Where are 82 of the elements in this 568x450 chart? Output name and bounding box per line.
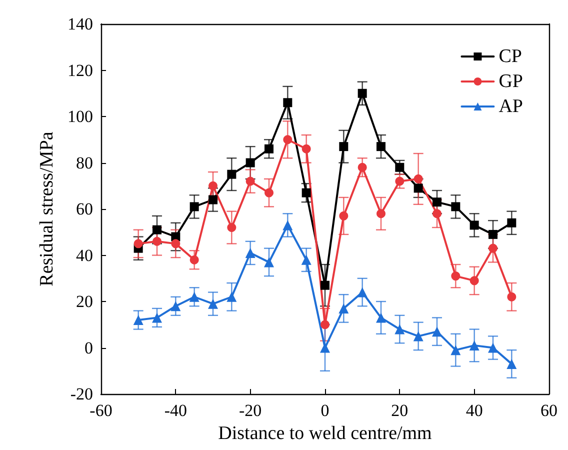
point bbox=[264, 188, 274, 198]
point bbox=[507, 218, 516, 228]
point bbox=[376, 209, 386, 218]
point bbox=[301, 254, 312, 265]
legend-label: CP bbox=[498, 46, 522, 67]
point bbox=[488, 342, 498, 353]
y-tick-label: 120 bbox=[68, 60, 93, 80]
point bbox=[227, 170, 236, 179]
point bbox=[506, 358, 517, 369]
point bbox=[134, 239, 143, 248]
y-tick-label: 40 bbox=[76, 246, 93, 265]
point bbox=[395, 162, 404, 172]
legend-label: AP bbox=[498, 96, 524, 117]
point bbox=[470, 276, 479, 286]
point bbox=[469, 340, 480, 350]
point bbox=[133, 315, 144, 325]
y-tick-label: 140 bbox=[68, 14, 93, 34]
point bbox=[339, 211, 348, 220]
point bbox=[152, 236, 162, 246]
point bbox=[282, 220, 293, 230]
y-tick-label: 60 bbox=[76, 200, 93, 218]
point bbox=[246, 176, 255, 186]
x-tick-label: -60 bbox=[90, 401, 112, 420]
point bbox=[171, 239, 180, 248]
point bbox=[189, 292, 200, 302]
point bbox=[226, 292, 237, 302]
x-tick-label: 40 bbox=[466, 401, 483, 420]
point bbox=[283, 135, 292, 144]
point bbox=[320, 342, 330, 353]
point bbox=[227, 223, 236, 232]
point bbox=[208, 298, 218, 309]
point bbox=[432, 209, 442, 218]
point bbox=[152, 312, 162, 323]
point bbox=[208, 181, 218, 190]
point bbox=[245, 248, 256, 258]
point bbox=[470, 220, 479, 230]
y-tick-label: 0 bbox=[84, 338, 93, 358]
point bbox=[413, 331, 424, 342]
point bbox=[264, 144, 274, 154]
y-tick-label: -20 bbox=[70, 384, 93, 404]
point bbox=[358, 162, 367, 172]
point bbox=[376, 312, 386, 323]
point bbox=[302, 188, 311, 198]
point bbox=[376, 142, 386, 152]
y-axis-title: Residual stress/MPa bbox=[36, 131, 58, 286]
point bbox=[190, 202, 199, 212]
point bbox=[320, 320, 330, 330]
point bbox=[394, 324, 405, 334]
point bbox=[320, 280, 330, 290]
point bbox=[414, 174, 423, 184]
point bbox=[507, 292, 516, 302]
point bbox=[246, 158, 255, 168]
y-tick-label: 100 bbox=[68, 107, 93, 126]
point bbox=[358, 88, 367, 98]
point bbox=[395, 176, 404, 186]
x-axis-title: Distance to weld centre/mm bbox=[218, 422, 432, 444]
y-tick-label: 80 bbox=[76, 153, 93, 172]
point bbox=[488, 244, 498, 253]
point bbox=[339, 142, 348, 152]
point bbox=[190, 255, 199, 264]
point bbox=[432, 326, 442, 337]
point bbox=[451, 272, 460, 281]
point bbox=[357, 287, 368, 298]
x-tick-label: -20 bbox=[238, 401, 262, 420]
legend-label: GP bbox=[498, 71, 524, 92]
point bbox=[264, 257, 274, 268]
x-tick-label: 20 bbox=[391, 401, 408, 420]
y-tick-label: 20 bbox=[76, 292, 93, 311]
point bbox=[170, 301, 181, 312]
point bbox=[338, 303, 349, 314]
point bbox=[283, 98, 292, 108]
x-tick-label: 60 bbox=[540, 401, 558, 420]
point bbox=[414, 184, 423, 193]
point bbox=[152, 225, 162, 234]
x-tick-label: 0 bbox=[320, 401, 330, 420]
point bbox=[208, 195, 218, 204]
point bbox=[432, 198, 442, 207]
point bbox=[450, 345, 461, 356]
x-tick-label: -40 bbox=[164, 401, 188, 420]
point bbox=[488, 230, 498, 239]
point bbox=[302, 144, 311, 154]
point bbox=[451, 202, 460, 212]
